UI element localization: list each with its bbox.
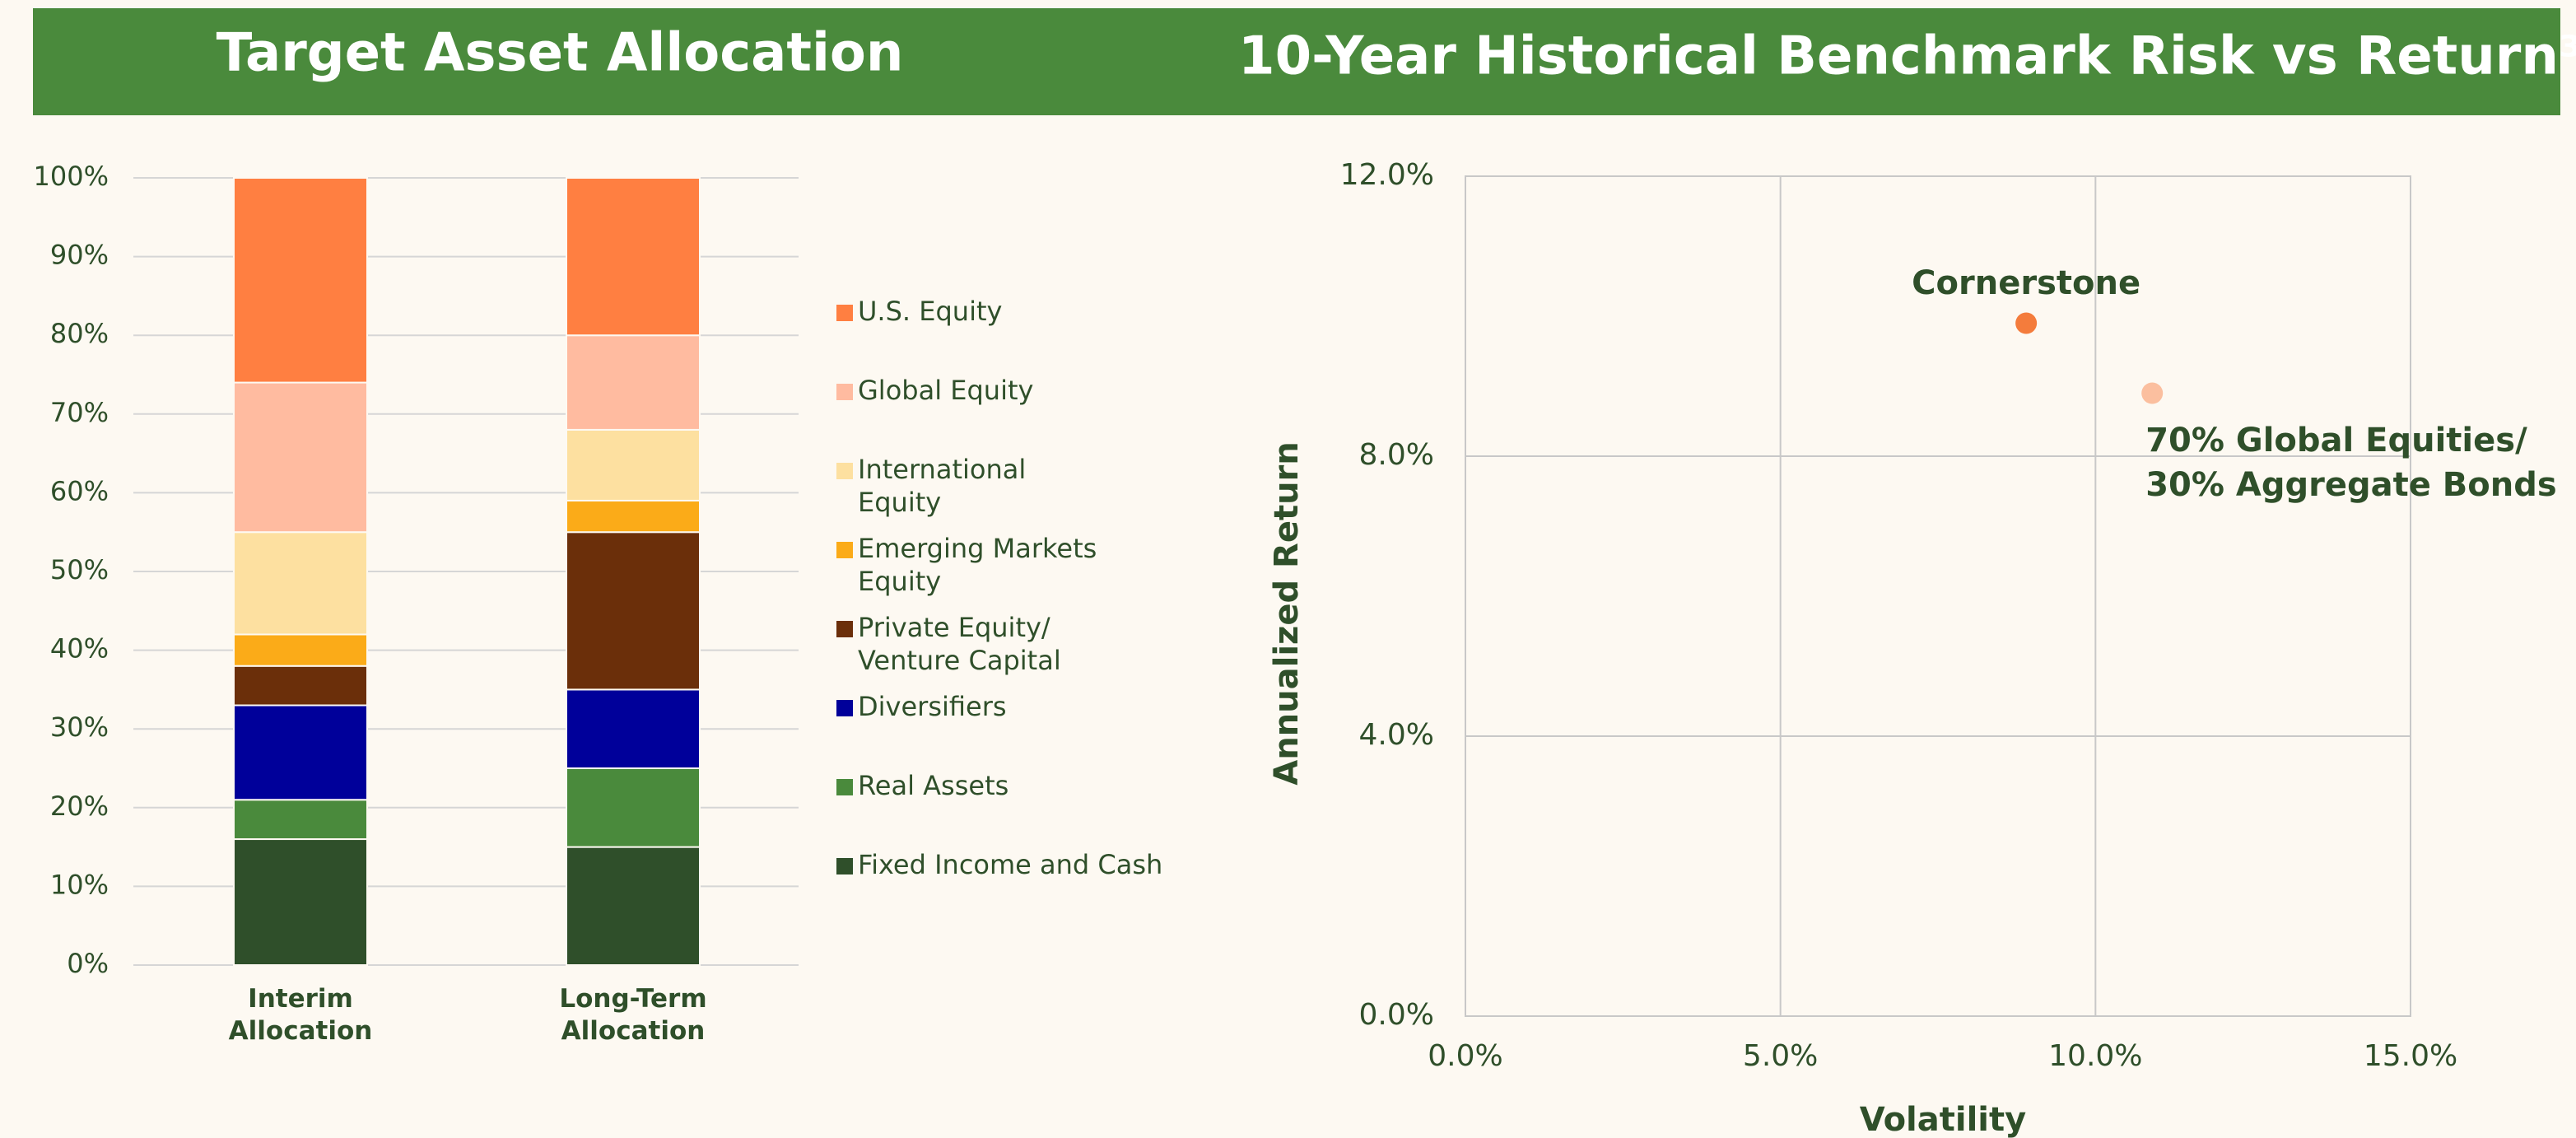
y-tick-label: 20% xyxy=(50,791,109,822)
y-tick-label: 10% xyxy=(50,869,109,900)
y-tick-label: 0.0% xyxy=(1359,998,1434,1032)
bar-segment xyxy=(566,334,701,431)
y-tick-label: 4.0% xyxy=(1359,718,1434,752)
legend-swatch xyxy=(836,779,853,795)
legend-swatch xyxy=(836,305,853,321)
legend-label: Emerging Markets Equity xyxy=(858,533,1097,597)
header-bar xyxy=(33,8,2560,115)
x-axis-title: Volatility xyxy=(1860,1101,2026,1138)
legend-swatch xyxy=(836,621,853,637)
bar-segment xyxy=(566,531,701,691)
legend-swatch xyxy=(836,463,853,479)
x-tick-label: 10.0% xyxy=(2048,1039,2142,1073)
legend-label: Fixed Income and Cash xyxy=(858,849,1163,880)
legend-label: Real Assets xyxy=(858,770,1009,801)
x-tick-label: 15.0% xyxy=(2364,1039,2457,1073)
y-tick-label: 90% xyxy=(50,240,109,271)
bar-segment xyxy=(233,799,368,841)
bar-segment xyxy=(233,665,368,707)
bar-segment xyxy=(566,499,701,534)
y-tick-label: 80% xyxy=(50,318,109,349)
bar-segment xyxy=(233,531,368,636)
point-label: 70% Global Equities/ 30% Aggregate Bonds xyxy=(2145,421,2557,504)
bar-segment xyxy=(233,704,368,801)
scatter-point xyxy=(2141,382,2164,404)
bar-segment xyxy=(566,177,701,337)
legend-swatch xyxy=(836,700,853,716)
bar-segment xyxy=(566,846,701,966)
bar-segment xyxy=(233,838,368,966)
legend-label: U.S. Equity xyxy=(858,296,1003,327)
bar-segment xyxy=(566,428,701,501)
legend-label: Diversifiers xyxy=(858,691,1007,722)
x-tick-label: Interim Allocation xyxy=(228,984,373,1046)
y-tick-label: 40% xyxy=(50,633,109,665)
bar-segment xyxy=(566,688,701,770)
point-label: Cornerstone xyxy=(1912,264,2141,302)
legend-label: Global Equity xyxy=(858,375,1034,406)
scatter-chart-title: 10-Year Historical Benchmark Risk vs Ret… xyxy=(1238,26,2576,87)
y-tick-label: 12.0% xyxy=(1340,158,1434,192)
bar-segment xyxy=(233,381,368,534)
bar-segment xyxy=(233,633,368,667)
y-tick-label: 70% xyxy=(50,397,109,428)
legend-label: International Equity xyxy=(858,454,1027,518)
x-tick-label: Long-Term Allocation xyxy=(559,984,707,1046)
y-axis-title: Annualized Return xyxy=(1268,441,1306,786)
y-tick-label: 100% xyxy=(34,161,109,192)
y-tick-label: 8.0% xyxy=(1359,438,1434,472)
legend-label: Private Equity/ Venture Capital xyxy=(858,612,1061,676)
y-tick-label: 30% xyxy=(50,711,109,743)
x-tick-label: 0.0% xyxy=(1428,1039,1502,1073)
bar-segment xyxy=(566,767,701,848)
y-tick-label: 50% xyxy=(50,554,109,585)
x-tick-label: 5.0% xyxy=(1743,1039,1818,1073)
legend-swatch xyxy=(836,542,853,558)
scatter-point xyxy=(2015,312,2038,334)
bar-segment xyxy=(233,177,368,384)
legend-swatch xyxy=(836,858,853,874)
legend-swatch xyxy=(836,384,853,400)
y-tick-label: 60% xyxy=(50,475,109,506)
y-tick-label: 0% xyxy=(67,948,109,979)
bar-chart-title: Target Asset Allocation xyxy=(217,23,904,84)
